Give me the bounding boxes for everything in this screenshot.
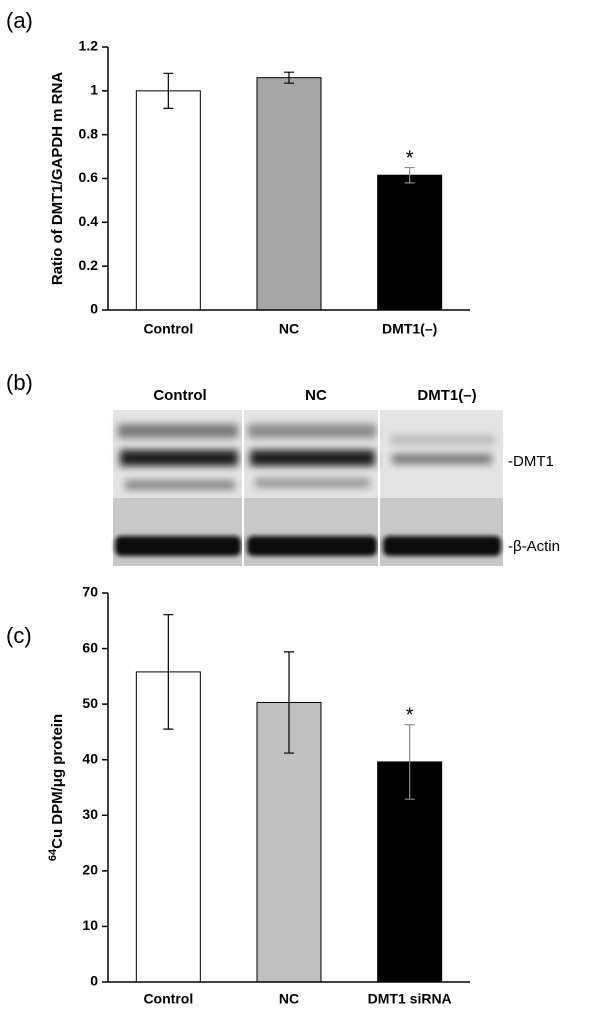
bar xyxy=(135,90,201,311)
x-tick-label: DMT1 siRNA xyxy=(368,991,452,1007)
bar xyxy=(377,174,443,311)
panel-label: (c) xyxy=(6,623,32,648)
panel-label: (a) xyxy=(6,8,33,33)
lane-label: DMT1(–) xyxy=(417,387,476,404)
y-tick-label: 0.8 xyxy=(79,125,99,141)
error-bar xyxy=(163,614,174,730)
y-tick-label: 70 xyxy=(82,584,98,600)
y-axis-label-text: Ratio of DMT1/GAPDH m RNA xyxy=(49,72,66,286)
error-bar xyxy=(284,71,294,84)
x-tick-label: DMT1(–) xyxy=(382,321,437,337)
actin-bands xyxy=(115,536,501,556)
annotation: * xyxy=(406,148,414,170)
y-tick-label: 0 xyxy=(90,973,98,989)
y-tick-label: 10 xyxy=(82,917,98,933)
x-tick-label: NC xyxy=(279,321,299,337)
y-axis-label: 64Cu DPM/μg protein xyxy=(47,714,66,861)
blot-panel: (b) Control NC DMT1(–) -DMT1 -β-Actin xyxy=(6,370,560,566)
error-bar xyxy=(163,72,174,109)
bar xyxy=(256,77,322,311)
y-tick-label: 1.2 xyxy=(79,38,99,54)
lane-label: NC xyxy=(305,387,327,404)
error-bar xyxy=(404,166,415,184)
x-tick-label: NC xyxy=(279,991,299,1007)
lane-label: Control xyxy=(153,387,206,404)
y-tick-label: 0.4 xyxy=(79,213,99,229)
y-axis-label-text: Cu DPM/μg protein xyxy=(49,714,66,849)
y-tick-label: 20 xyxy=(82,862,98,878)
blot-bands xyxy=(118,424,495,490)
y-tick-label: 60 xyxy=(82,639,98,655)
y-tick-label: 0.6 xyxy=(79,169,99,185)
y-tick-label: 30 xyxy=(82,806,98,822)
y-tick-label: 1 xyxy=(90,82,98,98)
y-axis-label-sup: 64 xyxy=(47,848,59,861)
error-bar xyxy=(284,651,294,754)
bar xyxy=(377,761,443,983)
y-tick-label: 50 xyxy=(82,695,98,711)
annotation: * xyxy=(406,705,414,727)
y-tick-label: 0.2 xyxy=(79,257,99,273)
y-tick-label: 40 xyxy=(82,750,98,766)
x-tick-label: Control xyxy=(143,321,193,337)
panel-label: (b) xyxy=(6,370,33,395)
x-tick-label: Control xyxy=(143,991,193,1007)
band-label: -DMT1 xyxy=(508,453,554,470)
y-axis-label: Ratio of DMT1/GAPDH m RNA xyxy=(49,72,66,286)
y-tick-label: 0 xyxy=(90,301,98,317)
error-bar xyxy=(404,724,415,800)
band-label: -β-Actin xyxy=(508,538,560,555)
